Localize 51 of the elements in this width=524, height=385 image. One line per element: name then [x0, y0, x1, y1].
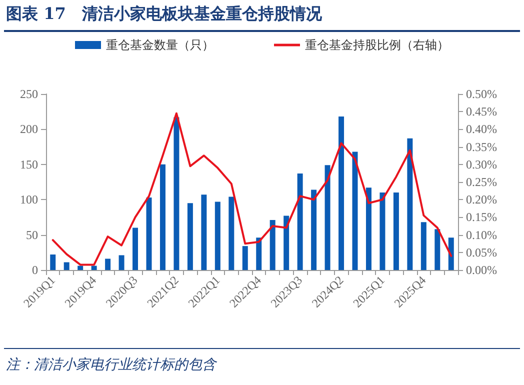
- bar: [201, 194, 207, 270]
- bar: [338, 116, 344, 270]
- bar: [311, 190, 317, 270]
- y2-tick-label: 0.35%: [466, 140, 497, 154]
- bar: [118, 255, 124, 270]
- bar: [242, 246, 248, 270]
- bar: [214, 202, 220, 270]
- bar: [228, 196, 234, 270]
- bar: [324, 165, 330, 270]
- y2-tick-label: 0.20%: [466, 192, 497, 207]
- bar: [160, 164, 166, 270]
- y-tick-label: 150: [20, 157, 38, 172]
- bar: [105, 258, 111, 270]
- y2-tick-label: 0.45%: [466, 104, 497, 119]
- bar: [187, 203, 193, 270]
- bar: [448, 238, 454, 270]
- bar: [393, 192, 399, 270]
- bar: [174, 117, 180, 270]
- bar: [91, 266, 97, 270]
- bar: [132, 228, 138, 270]
- legend-label: 重仓基金持股比例（右轴）: [305, 38, 449, 52]
- y-tick-label: 250: [20, 87, 38, 101]
- y-tick-label: 50: [26, 228, 38, 242]
- bar: [270, 220, 276, 270]
- y2-tick-label: 0.30%: [466, 157, 497, 172]
- bar: [420, 222, 426, 270]
- chart-title: 图表 17 清洁小家电板块基金重仓持股情况: [6, 4, 322, 25]
- bar: [146, 197, 152, 270]
- y2-tick-label: 0.40%: [466, 122, 497, 136]
- y2-tick-label: 0.25%: [466, 175, 497, 189]
- y2-tick-label: 0.05%: [466, 245, 497, 260]
- y-tick-label: 100: [20, 192, 38, 207]
- y-tick-label: 0: [32, 263, 38, 277]
- bar: [434, 229, 440, 270]
- bar: [380, 192, 386, 270]
- y2-tick-label: 0.10%: [466, 228, 497, 242]
- legend-label: 重仓基金数量（只）: [106, 38, 214, 52]
- y2-tick-label: 0.50%: [466, 87, 497, 101]
- bar: [64, 262, 70, 270]
- text: 注：清洁小家电行业统计标的包含: [6, 356, 216, 374]
- bar: [407, 138, 413, 270]
- y2-tick-label: 0.15%: [466, 210, 497, 224]
- y2-tick-label: 0.00%: [466, 263, 497, 277]
- line-series: [52, 112, 452, 266]
- bar: [50, 254, 56, 270]
- y-tick-label: 200: [20, 122, 38, 136]
- bar: [284, 216, 290, 270]
- bar: [297, 174, 303, 270]
- bar: [78, 266, 84, 270]
- bar: [256, 238, 262, 270]
- bar: [366, 188, 372, 270]
